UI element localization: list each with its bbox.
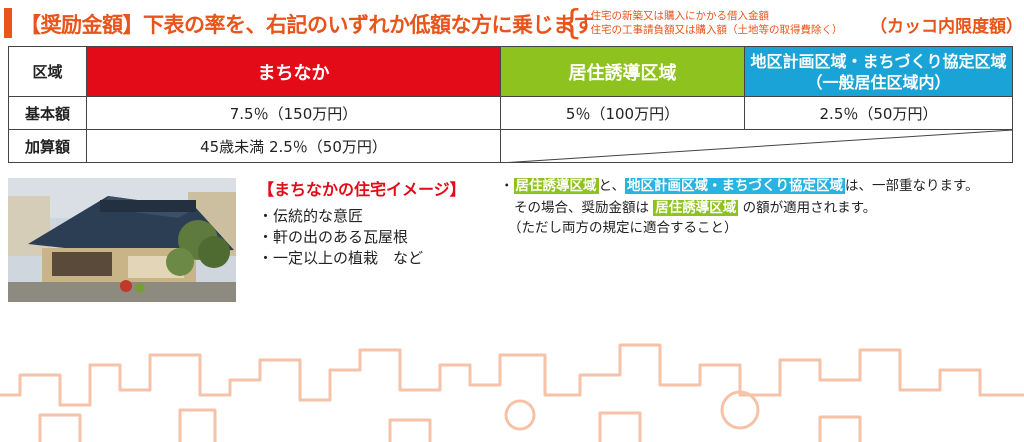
- note-line-2: その場合、奨励金額は 居住誘導区域 の額が適用されます。: [514, 199, 876, 218]
- header-notes: ・住宅の新築又は購入にかかる借入金額 ・住宅の工事請負額又は購入額（土地等の取得…: [580, 9, 843, 37]
- cell-base-chiku: 2.5％（50万円）: [744, 96, 1013, 130]
- table-row-base: 基本額 7.5％（150万円） 5％（100万円） 2.5％（50万円）: [8, 96, 1013, 130]
- rate-table: 区域 まちなか 居住誘導区域 地区計画区域・まちづくり協定区域 （一般居住区域内…: [8, 46, 1013, 163]
- skyline-decoration: [0, 343, 1024, 442]
- note-overlap: は、一部重なります。: [844, 178, 979, 194]
- header-title: 【奨励金額】下表の率を、右記のいずれか低額な方に乗じます: [20, 13, 595, 37]
- badge-kyoju: 居住誘導区域: [513, 178, 599, 194]
- note-line-1: ・居住誘導区域 と、 地区計画区域・まちづくり協定区域 は、一部重なります。: [500, 177, 979, 196]
- list-item: ・一定以上の植栽 など: [258, 249, 424, 267]
- cell-base-machinaka: 7.5％（150万円）: [86, 96, 501, 130]
- note-bullet: ・: [500, 178, 514, 194]
- column-chiku: 地区計画区域・まちづくり協定区域 （一般居住区域内）: [744, 46, 1013, 97]
- note-line2-post: の額が適用されます。: [742, 200, 877, 216]
- table-row-add: 加算額 45歳未満 2.5％（50万円）: [8, 129, 1013, 163]
- badge-chiku: 地区計画区域・まちづくり協定区域: [624, 178, 845, 194]
- column-machinaka: まちなか: [86, 46, 501, 97]
- house-illustration: [8, 178, 236, 302]
- cell-add-machinaka: 45歳未満 2.5％（50万円）: [86, 129, 501, 163]
- header-note-1: ・住宅の新築又は購入にかかる借入金額: [580, 10, 769, 22]
- header-accent-bar: [4, 8, 12, 38]
- feature-list: ・伝統的な意匠 ・軒の出のある瓦屋根 ・一定以上の植栽 など: [258, 206, 423, 269]
- note-line2-pre: その場合、奨励金額は: [514, 200, 649, 216]
- column-chiku-line1: 地区計画区域・まちづくり協定区域: [750, 51, 1007, 71]
- image-section-title: 【まちなかの住宅イメージ】: [258, 180, 466, 199]
- table-header-row: 区域 まちなか 居住誘導区域 地区計画区域・まちづくり協定区域 （一般居住区域内…: [8, 46, 1013, 97]
- column-chiku-line2: （一般居住区域内）: [806, 72, 951, 92]
- note-to: と、: [598, 178, 625, 194]
- column-kyoju: 居住誘導区域: [500, 46, 745, 97]
- row-label-base: 基本額: [8, 96, 87, 130]
- house-photo: [8, 178, 236, 302]
- list-item: ・軒の出のある瓦屋根: [258, 228, 409, 246]
- header: 【奨励金額】下表の率を、右記のいずれか低額な方に乗じます { ・住宅の新築又は購…: [4, 3, 1023, 43]
- table-corner: 区域: [8, 46, 87, 97]
- cell-base-kyoju: 5％（100万円）: [500, 96, 745, 130]
- list-item: ・伝統的な意匠: [258, 207, 364, 225]
- note-line-3: （ただし両方の規定に適合すること）: [508, 220, 738, 236]
- header-limit: （カッコ内限度額）: [870, 17, 1023, 37]
- cell-add-empty: [500, 129, 1013, 163]
- diagonal-line: [501, 130, 1013, 163]
- badge-kyoju-2: 居住誘導区域: [653, 200, 739, 216]
- header-note-2: ・住宅の工事請負額又は購入額（土地等の取得費除く）: [580, 24, 843, 36]
- row-label-add: 加算額: [8, 129, 87, 163]
- header-brace: {: [561, 3, 583, 43]
